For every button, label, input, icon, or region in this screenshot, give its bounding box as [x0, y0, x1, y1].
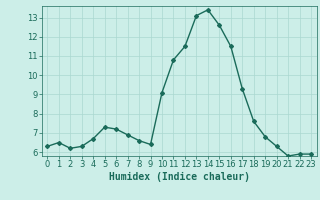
- X-axis label: Humidex (Indice chaleur): Humidex (Indice chaleur): [109, 172, 250, 182]
